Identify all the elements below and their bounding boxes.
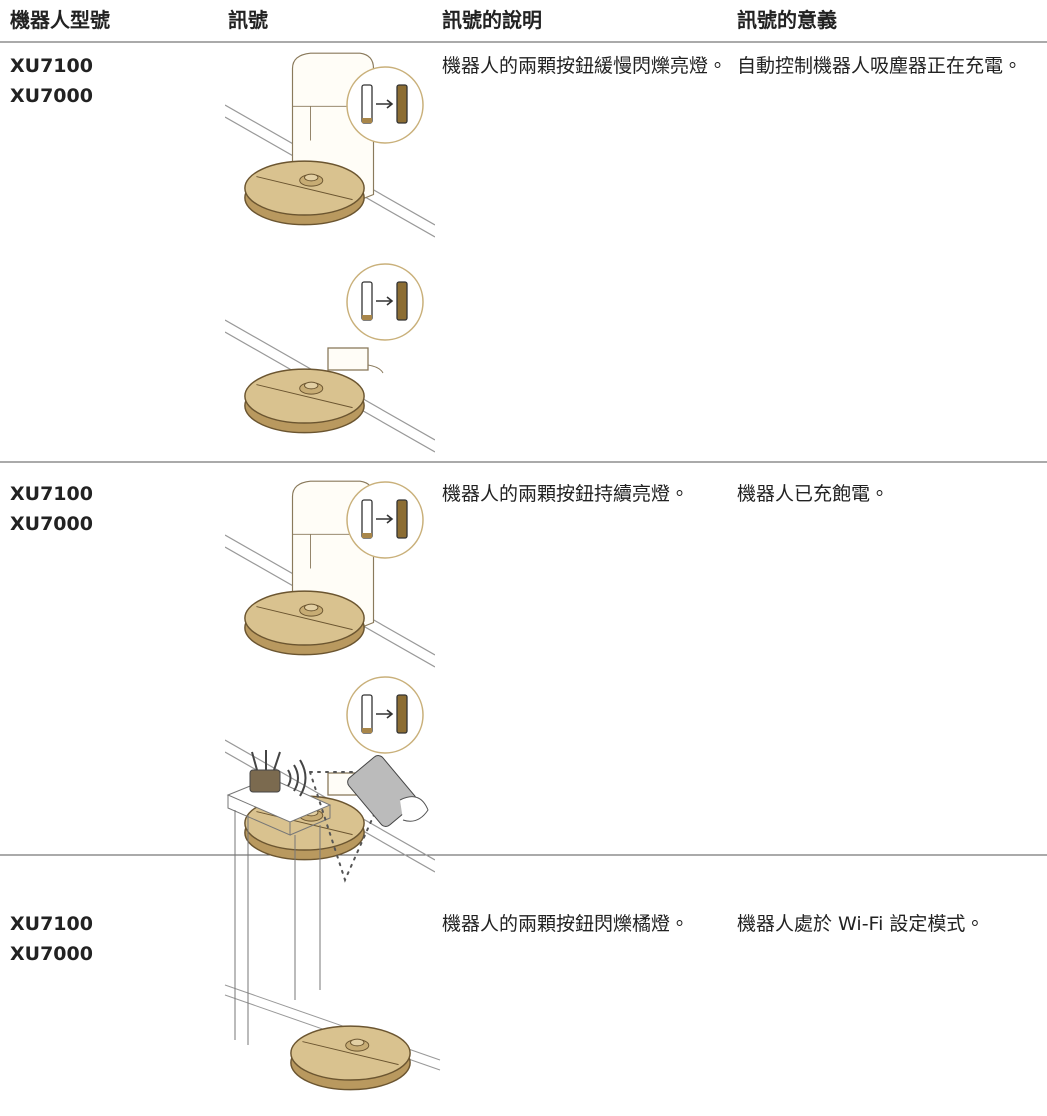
description: 機器人的兩顆按鈕持續亮燈。 — [442, 483, 690, 505]
robot — [244, 368, 365, 434]
model: XU7100 — [10, 913, 93, 935]
description: 機器人的兩顆按鈕緩慢閃爍亮燈。 — [442, 55, 728, 77]
header-cell: 訊號的意義 — [737, 8, 837, 32]
model: XU7000 — [10, 943, 93, 965]
dock — [327, 347, 384, 374]
battery-badge — [346, 66, 424, 144]
description: 機器人的兩顆按鈕閃爍橘燈。 — [442, 913, 690, 935]
meaning: 機器人已充飽電。 — [737, 483, 890, 505]
model: XU7000 — [10, 513, 93, 535]
header-cell: 機器人型號 — [10, 8, 110, 32]
robot — [290, 1025, 411, 1091]
header-cell: 訊號的說明 — [442, 8, 542, 32]
meaning: 機器人處於 Wi-Fi 設定模式。 — [737, 913, 985, 935]
model: XU7000 — [10, 85, 93, 107]
wifi-scene — [224, 750, 441, 1091]
robot — [244, 590, 365, 656]
battery-badge — [346, 263, 424, 341]
model: XU7100 — [10, 483, 93, 505]
battery-badge — [346, 481, 424, 559]
robot — [244, 160, 365, 226]
battery-badge — [346, 676, 424, 754]
meaning: 自動控制機器人吸塵器正在充電。 — [737, 55, 1023, 77]
model: XU7100 — [10, 55, 93, 77]
header-cell: 訊號 — [228, 8, 268, 32]
